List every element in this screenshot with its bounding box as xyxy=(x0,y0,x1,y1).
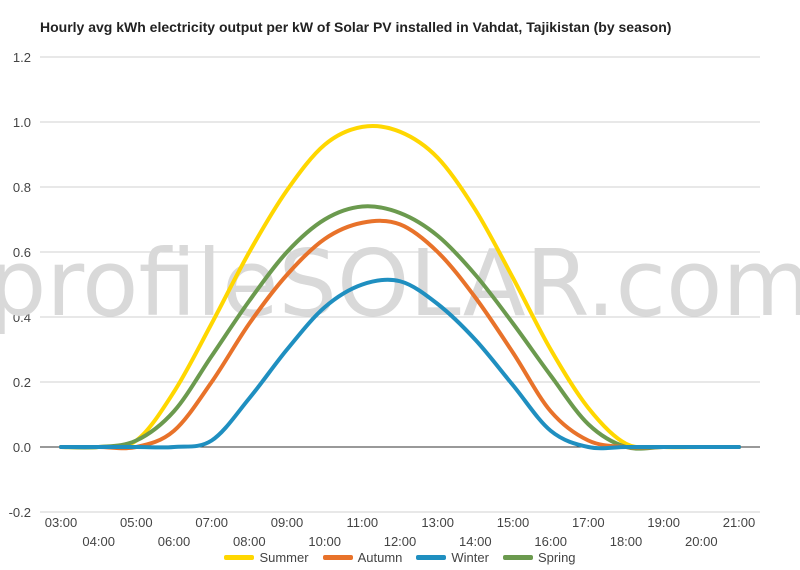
legend-item-spring: Spring xyxy=(502,550,576,565)
y-tick-label: 0.2 xyxy=(13,375,31,390)
x-tick-label: 09:00 xyxy=(271,515,304,530)
legend-swatch xyxy=(322,555,353,560)
y-tick-label: -0.2 xyxy=(9,505,31,520)
x-tick-label: 17:00 xyxy=(572,515,605,530)
y-tick-label: 1.0 xyxy=(13,115,31,130)
x-tick-label: 06:00 xyxy=(158,534,191,549)
x-tick-label: 07:00 xyxy=(195,515,228,530)
chart-title: Hourly avg kWh electricity output per kW… xyxy=(40,19,672,35)
legend-swatch xyxy=(416,555,447,560)
series-line-winter xyxy=(59,277,741,451)
y-tick-label: 0.0 xyxy=(13,440,31,455)
legend-swatch xyxy=(224,555,255,560)
legend-item-autumn: Autumn xyxy=(322,550,403,565)
legend-swatch xyxy=(502,555,533,560)
legend-item-winter: Winter xyxy=(416,550,489,565)
legend-label: Spring xyxy=(537,550,576,565)
x-tick-label: 12:00 xyxy=(384,534,417,549)
y-tick-label: 0.8 xyxy=(13,180,31,195)
y-tick-label: 0.4 xyxy=(13,310,31,325)
legend-label: Winter xyxy=(451,550,489,565)
series-line-summer xyxy=(59,123,741,450)
x-tick-label: 11:00 xyxy=(347,515,379,530)
x-tick-label: 10:00 xyxy=(308,534,341,549)
x-tick-label: 05:00 xyxy=(120,515,153,530)
x-tick-label: 20:00 xyxy=(685,534,718,549)
watermark-text: profileSOLAR.com xyxy=(0,230,800,337)
x-tick-label: 08:00 xyxy=(233,534,266,549)
x-tick-label: 18:00 xyxy=(610,534,643,549)
x-tick-label: 21:00 xyxy=(723,515,756,530)
x-tick-label: 15:00 xyxy=(497,515,530,530)
legend-label: Autumn xyxy=(357,550,403,565)
y-tick-label: 1.2 xyxy=(13,50,31,65)
x-tick-label: 16:00 xyxy=(534,534,567,549)
legend: Summer Autumn Winter Spring xyxy=(0,550,800,565)
x-tick-label: 19:00 xyxy=(647,515,680,530)
y-tick-label: 0.6 xyxy=(13,245,31,260)
x-tick-label: 13:00 xyxy=(421,515,454,530)
x-tick-label: 04:00 xyxy=(82,534,115,549)
legend-label: Summer xyxy=(259,550,309,565)
legend-item-summer: Summer xyxy=(224,550,309,565)
x-tick-label: 14:00 xyxy=(459,534,492,549)
x-tick-label: 03:00 xyxy=(45,515,78,530)
